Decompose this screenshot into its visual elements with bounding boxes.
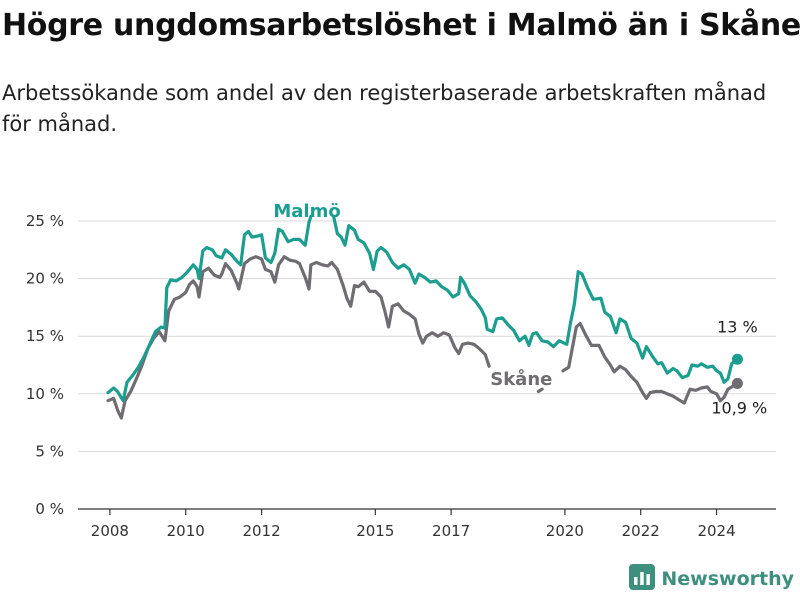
end-marker-malmo	[731, 353, 743, 365]
series-line-malmo	[106, 214, 313, 403]
series-line-skane	[536, 387, 544, 394]
y-tick-label: 25 %	[26, 212, 64, 230]
x-tick-label: 2022	[622, 522, 660, 540]
axes: 0 % 5 % 10 % 15 % 20 % 25 % 2008 2010 2012 2015 20…	[26, 212, 776, 540]
labels: Malmö Skåne 13 % 10,9 %	[273, 201, 767, 417]
y-tick-label: 15 %	[26, 327, 64, 345]
brand-name: Newsworthy	[661, 568, 794, 590]
x-tick-label: 2024	[697, 522, 735, 540]
bar-chart-logo-icon	[629, 564, 656, 594]
x-tick-label: 2017	[432, 522, 470, 540]
end-marker-skane	[731, 377, 743, 389]
x-tick-label: 2012	[242, 522, 280, 540]
end-label-skane: 10,9 %	[711, 398, 767, 417]
y-tick-label: 0 %	[35, 500, 64, 518]
end-label-malmo: 13 %	[717, 318, 758, 337]
series-line-skane	[561, 321, 739, 405]
chart-subtitle: Arbetssökande som andel av den registerb…	[2, 81, 767, 136]
series-label-skane: Skåne	[490, 368, 552, 390]
x-tick-label: 2008	[91, 522, 129, 540]
x-tick-label: 2020	[546, 522, 584, 540]
newsworthy-brand[interactable]: Newsworthy	[629, 564, 794, 594]
series-line-malmo	[332, 214, 739, 384]
series-label-malmo: Malmö	[273, 201, 340, 222]
series-lines	[106, 214, 743, 420]
y-tick-label: 20 %	[26, 270, 64, 288]
y-tick-label: 5 %	[35, 442, 64, 460]
series-line-skane	[106, 255, 491, 420]
y-tick-label: 10 %	[26, 385, 64, 403]
x-tick-label: 2010	[167, 522, 205, 540]
chart-title: Högre ungdomsarbetslöshet i Malmö än i S…	[2, 8, 800, 43]
x-tick-label: 2015	[356, 522, 394, 540]
